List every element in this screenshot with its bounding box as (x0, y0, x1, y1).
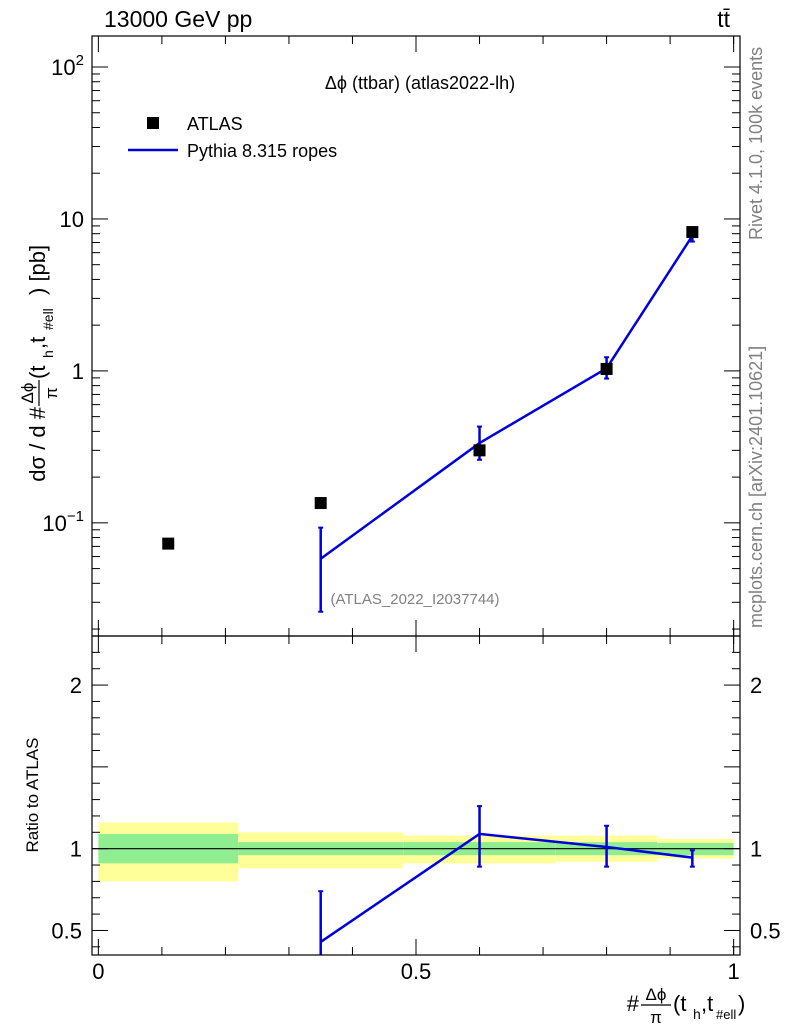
ratio-y-tick-label-left: 1 (70, 837, 82, 862)
atlas-data-point (686, 226, 699, 239)
atlas-data-point (600, 362, 613, 375)
xlabel-sub-h: h (693, 1006, 701, 1022)
ylabel-sub-ell: #ell (40, 308, 56, 330)
y-tick-label: 1 (72, 359, 84, 384)
ratio-y-tick-label-right: 2 (750, 673, 762, 698)
pythia-line (319, 235, 694, 560)
analysis-watermark: (ATLAS_2022_I2037744) (330, 591, 499, 608)
atlas-data-point (314, 497, 327, 510)
y-tick-label: 10 (60, 207, 84, 232)
legend: ATLAS Pythia 8.315 ropes (128, 114, 337, 161)
energy-label: 13000 GeV pp (104, 6, 252, 32)
xlabel-comma: ,t (701, 991, 713, 1016)
ratio-y-axis-label: Ratio to ATLAS (23, 738, 42, 853)
legend-pythia-label: Pythia 8.315 ropes (187, 141, 337, 161)
main-y-axis-label: dσ / d # Δϕ π (t h ,t #ell ) [pb] (18, 245, 61, 482)
legend-atlas-label: ATLAS (187, 114, 243, 134)
ylabel-sub-h: h (40, 350, 56, 358)
mcplots-source-label: mcplots.cern.ch [arXiv:2401.10621] (746, 346, 766, 628)
legend-atlas-marker (147, 117, 159, 129)
ratio-axis-ticks: 0.5 0.5 1 1 2 2 0 0.5 1 (51, 636, 781, 984)
main-axis-ticks: 10−1 1 10 102 (42, 36, 740, 636)
ratio-pythia-line (320, 832, 693, 943)
ratio-plot-frame (91, 635, 741, 956)
x-tick-label: 1 (728, 959, 740, 984)
xlabel-prefix: # (627, 991, 640, 1016)
ylabel-comma: ,t (25, 337, 50, 349)
atlas-data-point (162, 537, 175, 550)
ratio-y-tick-label-left: 2 (70, 673, 82, 698)
ylabel-prefix: dσ / d # (25, 406, 50, 481)
xlabel-args: (t (673, 991, 686, 1016)
ratio-y-tick-label-right: 1 (750, 837, 762, 862)
xlabel-frac-den: π (650, 1008, 662, 1024)
ylabel-args: (t (25, 366, 50, 379)
xlabel-frac-num: Δϕ (646, 985, 667, 1004)
y-tick-label: 102 (51, 52, 84, 80)
main-data-layer (162, 226, 699, 613)
plot-title: Δϕ (ttbar) (atlas2022-lh) (325, 73, 515, 93)
xlabel-sub-ell: #ell (716, 1007, 736, 1022)
ylabel-unit: ) [pb] (25, 245, 50, 295)
x-tick-label: 0.5 (401, 959, 432, 984)
ratio-y-tick-label-right: 0.5 (750, 918, 781, 943)
x-tick-label: 0 (92, 959, 104, 984)
ylabel-frac-den: π (42, 387, 61, 399)
rivet-info-label: Rivet 4.1.0, 100k events (746, 47, 766, 240)
atlas-data-point (473, 444, 486, 457)
ratio-y-tick-label-left: 0.5 (51, 918, 82, 943)
y-tick-label: 10−1 (42, 508, 84, 536)
ylabel-frac-num: Δϕ (18, 383, 37, 404)
ratio-data-layer (318, 805, 695, 955)
x-axis-label: # Δϕ π (t h ,t #ell ) (627, 985, 746, 1024)
xlabel-close: ) (738, 991, 745, 1016)
process-label: tt̄ (717, 6, 730, 32)
